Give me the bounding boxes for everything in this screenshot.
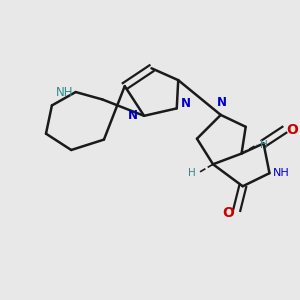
Text: N: N [128, 109, 138, 122]
Text: H: H [188, 168, 196, 178]
Text: NH: NH [56, 85, 73, 98]
Text: O: O [222, 206, 234, 220]
Text: O: O [286, 123, 298, 137]
Text: N: N [181, 98, 191, 110]
Text: H: H [260, 140, 267, 150]
Text: NH: NH [272, 168, 289, 178]
Text: N: N [217, 96, 227, 109]
